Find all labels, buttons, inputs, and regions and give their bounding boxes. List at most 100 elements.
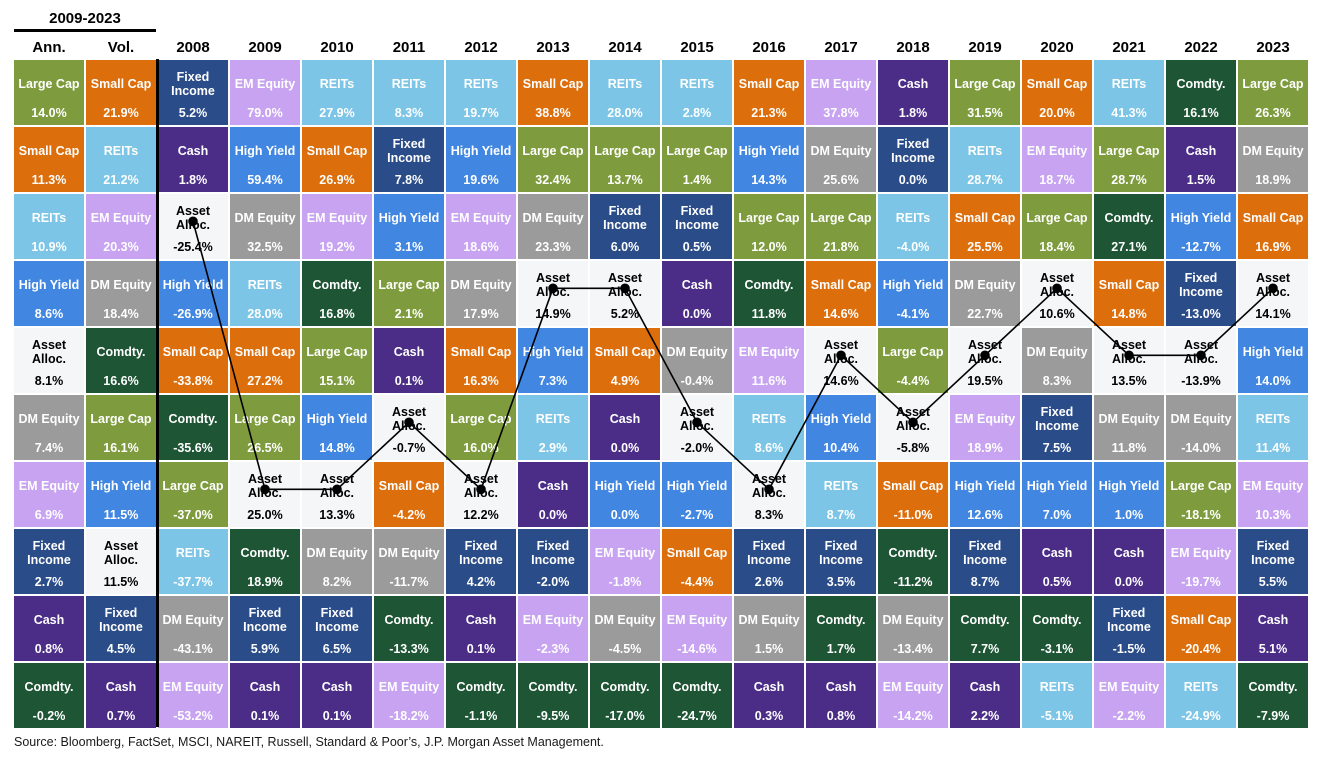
asset-label: DM Equity bbox=[1098, 412, 1160, 426]
asset-cell: EM Equity -1.8% bbox=[590, 529, 660, 594]
asset-return-value: -0.7% bbox=[392, 441, 426, 455]
asset-label: Fixed Income bbox=[387, 137, 431, 165]
asset-label: Fixed Income bbox=[243, 606, 287, 634]
asset-label: EM Equity bbox=[594, 546, 656, 560]
asset-cell: High Yield 10.4% bbox=[806, 395, 876, 460]
asset-cell: Large Cap 2.1% bbox=[374, 261, 444, 326]
asset-return-value: 12.2% bbox=[463, 508, 499, 522]
asset-label: REITs bbox=[751, 412, 787, 426]
asset-cell: Cash 0.8% bbox=[14, 596, 84, 661]
asset-label: Cash bbox=[177, 144, 209, 158]
asset-cell: DM Equity -0.4% bbox=[662, 328, 732, 393]
asset-label: Large Cap bbox=[1026, 211, 1088, 225]
asset-label: Comdty. bbox=[1032, 613, 1082, 627]
asset-label: Fixed Income bbox=[963, 539, 1007, 567]
asset-return-value: 19.7% bbox=[463, 106, 499, 120]
asset-label: Large Cap bbox=[810, 211, 872, 225]
asset-return-value: 8.7% bbox=[970, 575, 1000, 589]
asset-label: Large Cap bbox=[594, 144, 656, 158]
asset-label: Large Cap bbox=[1098, 144, 1160, 158]
asset-return-value: 28.7% bbox=[1111, 173, 1147, 187]
col-header-vol: Vol. bbox=[107, 39, 135, 56]
asset-label: Asset Alloc. bbox=[823, 338, 859, 366]
asset-return-value: -25.4% bbox=[173, 240, 213, 254]
asset-return-value: 10.3% bbox=[1255, 508, 1291, 522]
asset-return-value: 7.3% bbox=[538, 374, 568, 388]
asset-cell: Small Cap 20.0% bbox=[1022, 60, 1092, 125]
asset-cell: Comdty. 11.8% bbox=[734, 261, 804, 326]
asset-return-value: 0.8% bbox=[826, 709, 856, 723]
asset-label: High Yield bbox=[1098, 479, 1160, 493]
asset-cell: High Yield 14.8% bbox=[302, 395, 372, 460]
asset-label: Large Cap bbox=[882, 345, 944, 359]
asset-cell: DM Equity -11.7% bbox=[374, 529, 444, 594]
asset-return-value: 25.6% bbox=[823, 173, 859, 187]
asset-return-value: 5.2% bbox=[610, 307, 640, 321]
asset-label: Asset Alloc. bbox=[751, 472, 787, 500]
asset-return-value: 6.9% bbox=[34, 508, 64, 522]
asset-return-value: -18.1% bbox=[1181, 508, 1221, 522]
asset-label: High Yield bbox=[234, 144, 296, 158]
asset-label: Comdty. bbox=[384, 613, 434, 627]
asset-return-value: -1.1% bbox=[464, 709, 498, 723]
asset-return-value: 27.9% bbox=[319, 106, 355, 120]
asset-label: EM Equity bbox=[90, 211, 152, 225]
asset-label: Small Cap bbox=[522, 77, 584, 91]
asset-label: REITs bbox=[319, 77, 355, 91]
asset-cell: Fixed Income 7.5% bbox=[1022, 395, 1092, 460]
year-header: 2015 bbox=[680, 39, 714, 56]
asset-cell: Asset Alloc. 11.5% bbox=[86, 529, 156, 594]
year-header: 2020 bbox=[1040, 39, 1074, 56]
asset-return-value: 6.5% bbox=[322, 642, 352, 656]
asset-cell: Large Cap 15.1% bbox=[302, 328, 372, 393]
asset-label: EM Equity bbox=[18, 479, 80, 493]
asset-cell: High Yield 14.3% bbox=[734, 127, 804, 192]
asset-return-value: 0.5% bbox=[682, 240, 712, 254]
asset-label: High Yield bbox=[882, 278, 944, 292]
asset-return-value: -33.8% bbox=[173, 374, 213, 388]
asset-return-value: 26.5% bbox=[247, 441, 283, 455]
asset-return-value: 20.3% bbox=[103, 240, 139, 254]
asset-cell: EM Equity 79.0% bbox=[230, 60, 300, 125]
asset-cell: DM Equity 18.4% bbox=[86, 261, 156, 326]
asset-label: Large Cap bbox=[1242, 77, 1304, 91]
asset-return-value: 26.9% bbox=[319, 173, 355, 187]
asset-label: Cash bbox=[825, 680, 857, 694]
asset-label: Small Cap bbox=[1098, 278, 1160, 292]
asset-return-value: 13.7% bbox=[607, 173, 643, 187]
asset-cell: Comdty. -17.0% bbox=[590, 663, 660, 728]
asset-cell: Cash 2.2% bbox=[950, 663, 1020, 728]
asset-return-value: 12.6% bbox=[967, 508, 1003, 522]
asset-label: High Yield bbox=[1026, 479, 1088, 493]
asset-label: Cash bbox=[681, 278, 713, 292]
asset-return-value: -0.2% bbox=[32, 709, 66, 723]
asset-label: DM Equity bbox=[162, 613, 224, 627]
asset-return-value: 5.1% bbox=[1258, 642, 1288, 656]
asset-label: Asset Alloc. bbox=[1039, 271, 1075, 299]
asset-return-value: 7.5% bbox=[1042, 441, 1072, 455]
asset-return-value: 2.6% bbox=[754, 575, 784, 589]
asset-cell: Comdty. 16.8% bbox=[302, 261, 372, 326]
asset-return-value: 11.8% bbox=[751, 307, 787, 321]
asset-return-value: 22.7% bbox=[967, 307, 1003, 321]
asset-label: DM Equity bbox=[90, 278, 152, 292]
asset-cell: Fixed Income -13.0% bbox=[1166, 261, 1236, 326]
asset-label: Comdty. bbox=[600, 680, 650, 694]
asset-cell: High Yield -2.7% bbox=[662, 462, 732, 527]
asset-label: Small Cap bbox=[162, 345, 224, 359]
asset-return-value: -53.2% bbox=[173, 709, 213, 723]
asset-cell: Fixed Income 2.7% bbox=[14, 529, 84, 594]
asset-label: Small Cap bbox=[1242, 211, 1304, 225]
asset-cell: EM Equity 20.3% bbox=[86, 194, 156, 259]
asset-label: DM Equity bbox=[810, 144, 872, 158]
asset-cell: Comdty. -11.2% bbox=[878, 529, 948, 594]
asset-label: Fixed Income bbox=[459, 539, 503, 567]
asset-label: Cash bbox=[393, 345, 425, 359]
asset-cell: DM Equity 7.4% bbox=[14, 395, 84, 460]
asset-label: Cash bbox=[1041, 546, 1073, 560]
asset-return-value: -13.0% bbox=[1181, 307, 1221, 321]
asset-cell: Asset Alloc. 14.6% bbox=[806, 328, 876, 393]
asset-label: EM Equity bbox=[1026, 144, 1088, 158]
asset-cell: REITs 41.3% bbox=[1094, 60, 1164, 125]
asset-return-value: -4.4% bbox=[896, 374, 930, 388]
